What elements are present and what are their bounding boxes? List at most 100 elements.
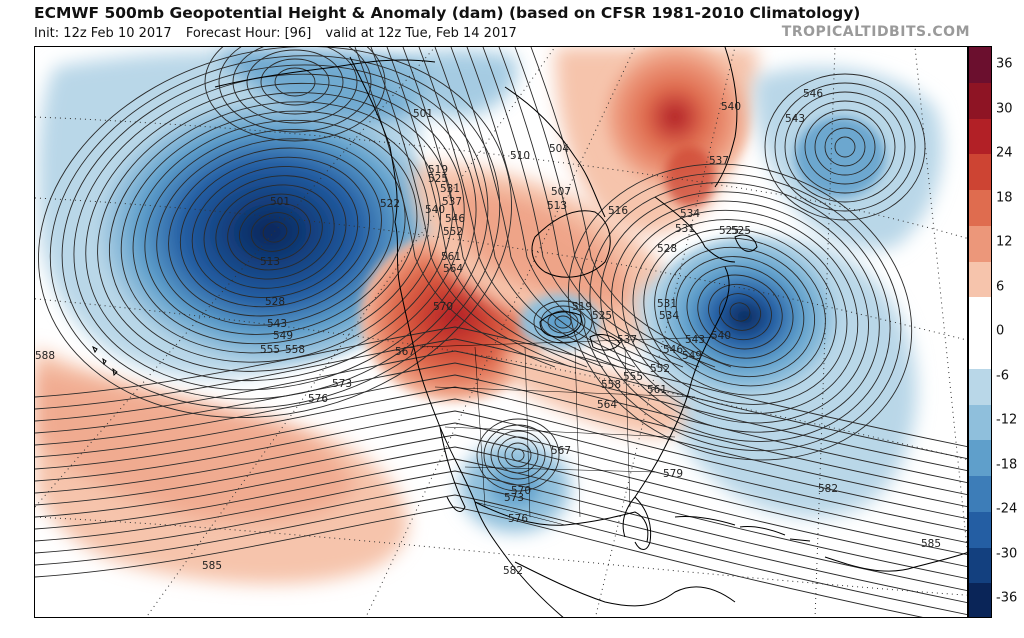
contour-label: 564 (443, 263, 463, 275)
contour-label: 513 (260, 256, 280, 268)
contour-labels: 5015015105195255315375405465525615645705… (35, 88, 941, 577)
height-contour (260, 58, 330, 106)
height-contour (35, 338, 967, 460)
contour-label: 546 (663, 344, 683, 356)
height-contour (215, 184, 335, 280)
height-contour (35, 482, 967, 604)
contour-label: 537 (617, 334, 637, 346)
contour-label: 501 (413, 108, 433, 120)
contour-label: 525 (731, 225, 751, 237)
height-contour (354, 47, 556, 368)
state-borders (419, 336, 716, 526)
contour-label: 555 (623, 371, 643, 383)
height-contour (498, 47, 700, 368)
height-contour (784, 91, 906, 203)
colorbar-segment (969, 547, 991, 584)
height-contour (708, 283, 772, 341)
height-contour (35, 434, 967, 556)
colorbar-segment (969, 333, 991, 370)
contour-label: 549 (682, 350, 702, 362)
colorbar-tick-label: 24 (996, 145, 1013, 161)
init-time: Init: 12z Feb 10 2017 (34, 26, 172, 41)
colorbar-segment (969, 368, 991, 405)
height-contour (514, 47, 716, 368)
contour-label: 531 (675, 223, 695, 235)
height-contour (611, 200, 869, 424)
height-contour (554, 315, 572, 329)
height-contour (35, 506, 923, 617)
height-contour (632, 219, 848, 405)
colorbar-tick-label: -24 (996, 501, 1018, 517)
subtitle: Init: 12z Feb 10 2017 Forecast Hour: [96… (34, 26, 527, 41)
forecast-hour: Forecast Hour: [96] (185, 26, 312, 41)
height-contour (621, 209, 859, 415)
contour-label: 555 (260, 344, 280, 356)
colorbar-tick-label: 0 (996, 323, 1005, 339)
colorbar-tick-label: -36 (996, 590, 1018, 606)
height-contour (227, 193, 323, 271)
height-contour (262, 221, 288, 243)
height-contour (774, 82, 916, 212)
contour-label: 552 (443, 226, 463, 238)
anomaly-map: 501 501 510 519 525 531 537 540 546 552 561 564 570 5… (34, 46, 968, 618)
height-contour (35, 410, 967, 532)
height-contour (504, 442, 532, 468)
contour-label: 552 (650, 363, 670, 375)
height-contour (402, 47, 604, 368)
contour-label: 561 (441, 251, 461, 263)
colorbar (968, 46, 992, 618)
height-contour (567, 163, 913, 461)
coastlines (92, 47, 967, 617)
colorbar-segment (969, 583, 991, 617)
contour-label: 582 (818, 483, 838, 495)
height-contour (794, 100, 896, 194)
contour-label: 558 (601, 379, 621, 391)
contour-label: 522 (380, 198, 400, 210)
contour-label: 504 (549, 143, 569, 155)
colorbar-tick-label: 6 (996, 279, 1005, 294)
height-contour (73, 73, 477, 391)
colorbar-tick-label: 18 (996, 190, 1013, 205)
height-contour (35, 374, 967, 496)
contour-label: 534 (680, 208, 700, 220)
contour-label: 507 (551, 186, 571, 198)
contour-label: 525 (592, 310, 612, 322)
colorbar-segment (969, 404, 991, 441)
contour-label: 534 (659, 310, 679, 322)
height-contour (35, 386, 967, 508)
contour-label: 588 (35, 350, 55, 362)
contour-label: 567 (395, 346, 415, 358)
contour-label: 531 (657, 298, 677, 310)
contour-label: 546 (803, 88, 823, 100)
height-contour (179, 156, 371, 308)
contour-label: 510 (510, 150, 530, 162)
contour-label: 570 (511, 485, 531, 497)
contour-label: 549 (273, 330, 293, 342)
height-contour (156, 138, 394, 326)
contour-label: 582 (503, 565, 523, 577)
height-contour (168, 147, 382, 317)
height-contour (85, 82, 465, 382)
height-contour (476, 418, 560, 492)
colorbar-segment (969, 261, 991, 298)
height-contour (729, 302, 751, 322)
height-contour (450, 47, 652, 368)
watermark: TROPICALTIDBITS.COM (781, 24, 970, 40)
height-contour (643, 228, 837, 396)
height-contour (35, 470, 967, 592)
contour-label: 585 (921, 538, 941, 550)
colorbar-segment (969, 476, 991, 513)
height-contour (191, 166, 359, 298)
height-contour (533, 300, 593, 344)
height-contour (824, 127, 866, 167)
height-contour (232, 47, 358, 124)
contour-label: 537 (442, 196, 462, 208)
height-contour (38, 47, 512, 418)
height-contour (246, 49, 344, 115)
height-contours (35, 47, 967, 617)
height-contour (466, 47, 668, 368)
height-contour (250, 212, 300, 252)
colorbar-tick-label: -18 (996, 457, 1018, 472)
contour-label: 543 (267, 318, 287, 330)
height-contour (120, 110, 430, 354)
